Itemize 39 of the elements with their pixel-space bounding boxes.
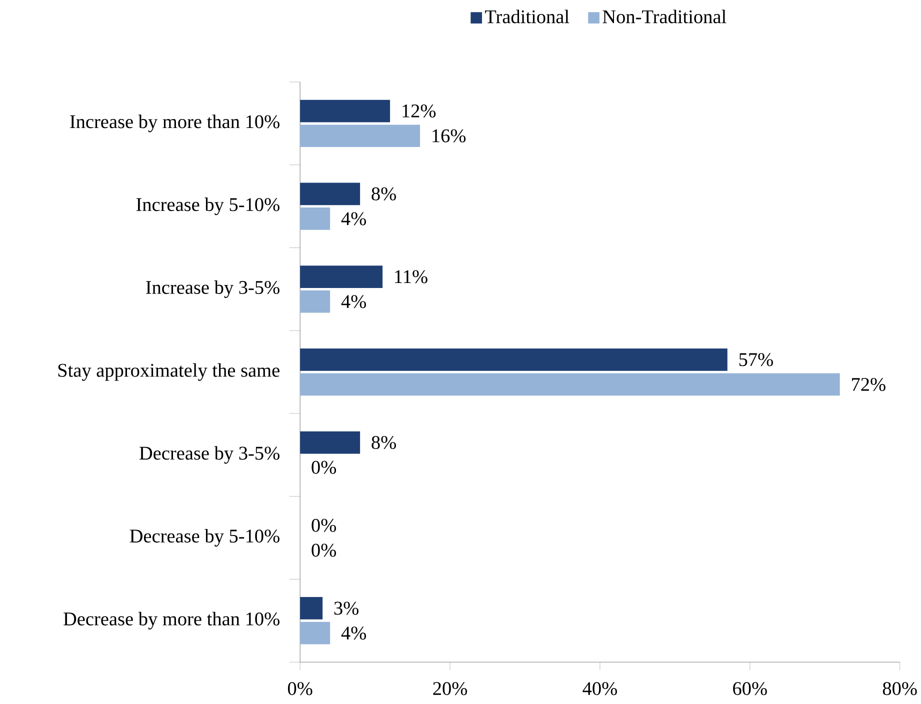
bar <box>300 622 330 644</box>
y-tick-label: Increase by 5-10% <box>136 198 280 216</box>
data-label: 8% <box>372 187 396 200</box>
legend-label: Non-Traditional <box>602 10 726 24</box>
data-label: 0% <box>312 460 336 474</box>
bar <box>300 124 420 148</box>
x-tick-label: 40% <box>582 682 617 696</box>
data-label: 16% <box>432 129 466 142</box>
data-label: 0% <box>312 544 336 557</box>
data-label: 0% <box>312 518 336 532</box>
x-tick-label: 80% <box>882 682 917 696</box>
bar <box>300 597 323 620</box>
data-label: 57% <box>739 353 773 366</box>
data-label: 11% <box>395 270 428 284</box>
data-label: 3% <box>334 602 358 615</box>
bar <box>300 290 330 313</box>
y-tick-label: Decrease by 5-10% <box>130 529 280 547</box>
bar <box>300 431 360 454</box>
legend-label: Traditional <box>485 10 570 24</box>
bar <box>300 266 383 288</box>
y-tick-label: Increase by more than 10% <box>70 114 280 132</box>
x-tick-label: 0% <box>288 682 312 696</box>
data-label: 72% <box>852 378 886 391</box>
data-label: 4% <box>341 212 366 226</box>
y-tick-label: Decrease by 3-5% <box>140 446 280 464</box>
x-tick-label: 20% <box>433 682 468 696</box>
bar <box>300 348 728 371</box>
data-label: 4% <box>341 295 366 308</box>
bar <box>300 182 360 206</box>
bar <box>300 208 330 230</box>
data-label: 12% <box>402 104 436 118</box>
y-tick-label: Decrease by more than 10% <box>64 612 280 630</box>
bar <box>300 373 840 396</box>
y-tick-label: Stay approximately the same <box>58 363 280 381</box>
data-label: 4% <box>341 626 366 640</box>
bar <box>300 100 390 122</box>
data-label: 8% <box>372 436 396 449</box>
y-tick-label: Increase by 3-5% <box>146 280 280 298</box>
x-tick-label: 60% <box>733 682 767 696</box>
